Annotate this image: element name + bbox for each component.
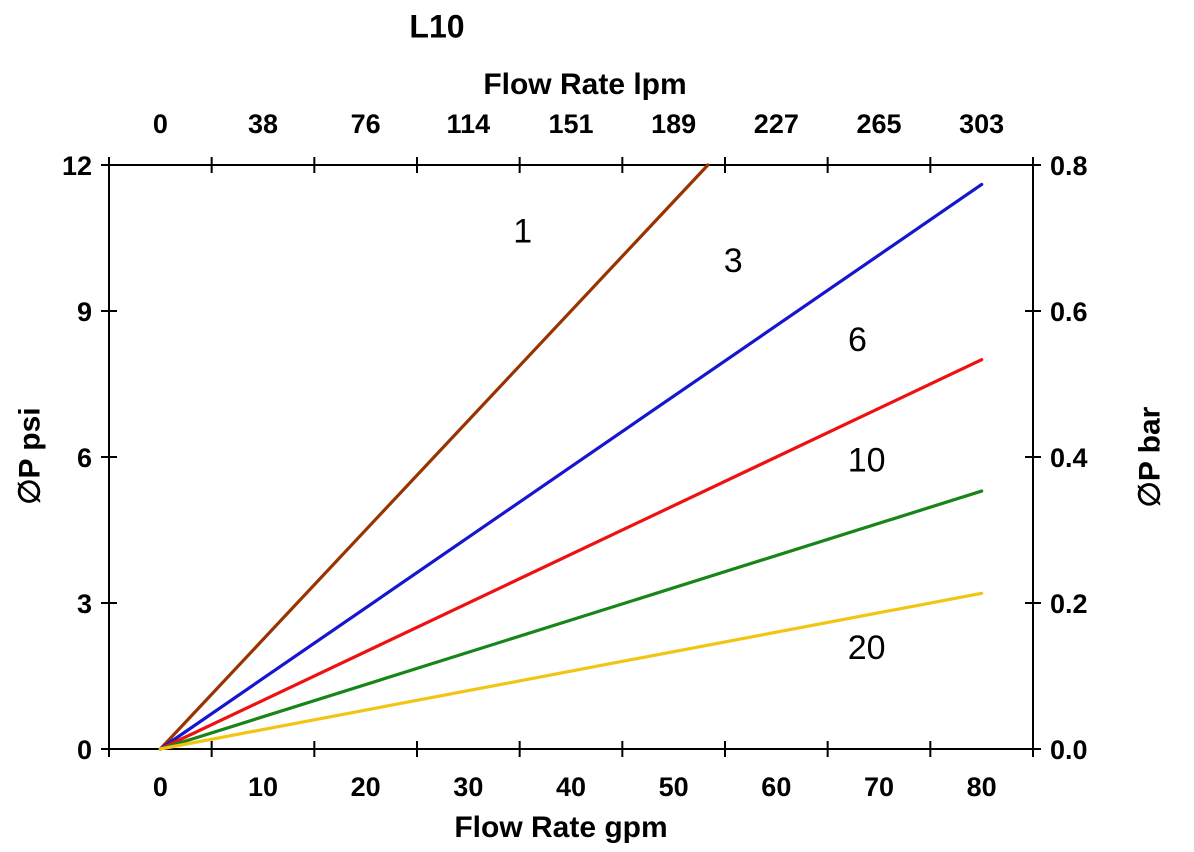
y-tick-label-right: 0.8 xyxy=(1050,151,1088,181)
series-line-10 xyxy=(158,489,984,751)
x-tick-label-bottom: 60 xyxy=(761,772,791,802)
x-tick-label-bottom: 0 xyxy=(153,772,168,802)
series-line-6 xyxy=(158,358,984,751)
x-tick-label-bottom: 20 xyxy=(351,772,381,802)
series-label-1: 1 xyxy=(513,213,532,251)
x-tick-label-bottom: 10 xyxy=(248,772,278,802)
x-tick-label-bottom: 40 xyxy=(556,772,586,802)
series-label-20: 20 xyxy=(848,629,886,667)
x-tick-label-top: 38 xyxy=(248,109,278,139)
x-axis-top-title: Flow Rate lpm xyxy=(483,68,687,101)
x-axis-bottom-title: Flow Rate gpm xyxy=(454,811,668,844)
x-tick-label-bottom: 70 xyxy=(864,772,894,802)
x-tick-label-bottom: 50 xyxy=(659,772,689,802)
x-tick-label-top: 76 xyxy=(351,109,381,139)
series-line-1 xyxy=(158,163,710,751)
y-tick-label-right: 0.6 xyxy=(1050,297,1088,327)
x-tick-label-top: 227 xyxy=(754,109,799,139)
x-tick-label-bottom: 80 xyxy=(967,772,997,802)
x-tick-label-top: 189 xyxy=(651,109,696,139)
x-tick-label-top: 0 xyxy=(153,109,168,139)
x-tick-label-bottom: 30 xyxy=(453,772,483,802)
series-label-3: 3 xyxy=(724,242,743,280)
plot-border xyxy=(108,164,1034,750)
y-tick-label-right: 0.4 xyxy=(1050,443,1088,473)
y-tick-label-left: 6 xyxy=(77,443,92,473)
y-tick-label-right: 0.2 xyxy=(1050,589,1088,619)
series-label-6: 6 xyxy=(848,321,867,359)
y-tick-label-right: 0.0 xyxy=(1050,735,1088,765)
y-tick-label-left: 0 xyxy=(77,735,92,765)
y-tick-label-left: 12 xyxy=(62,151,92,181)
series-label-10: 10 xyxy=(848,441,886,479)
y-tick-label-left: 9 xyxy=(77,297,92,327)
x-tick-label-top: 114 xyxy=(447,109,491,139)
x-tick-label-top: 265 xyxy=(856,109,901,139)
series-line-3 xyxy=(158,182,984,751)
y-tick-label-left: 3 xyxy=(77,589,92,619)
x-tick-label-top: 303 xyxy=(959,109,1004,139)
x-tick-label-top: 151 xyxy=(548,109,593,139)
chart-title: L10 xyxy=(409,8,465,45)
series-line-20 xyxy=(158,591,984,751)
